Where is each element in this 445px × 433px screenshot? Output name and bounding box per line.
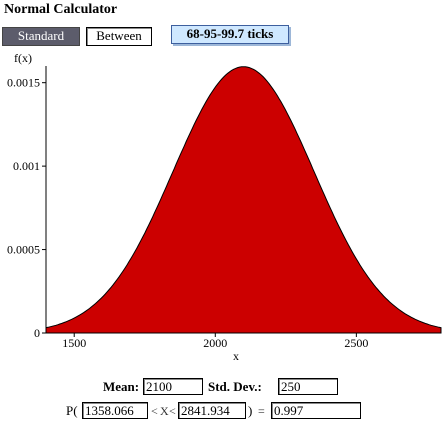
x-axis-ticks: 1500 2000 2500 (62, 333, 368, 350)
prob-suffix: ) (248, 403, 253, 418)
mean-input[interactable]: 2100 (143, 378, 203, 395)
equals-sign: = (258, 404, 265, 418)
less-than-sign-2: < (169, 404, 176, 418)
between-mode-button[interactable]: Between (86, 27, 152, 46)
upper-bound-input[interactable]: 2841.934 (178, 402, 246, 419)
app-title: Normal Calculator (4, 2, 118, 17)
x-tick-label: 1500 (62, 336, 86, 350)
y-tick-label: 0.001 (13, 159, 40, 173)
variable-x: X (160, 404, 169, 418)
y-tick-label: 0 (34, 326, 40, 340)
std-dev-input[interactable]: 250 (278, 378, 338, 395)
y-axis-ticks: 0.0015 0.001 0.0005 0 (7, 76, 46, 340)
probability-result-field[interactable]: 0.997 (271, 402, 361, 419)
x-tick-label: 2500 (344, 336, 368, 350)
x-axis-label: x (233, 349, 239, 363)
y-tick-label: 0.0015 (7, 76, 40, 90)
normal-distribution-plot: f(x) 0.0015 0.001 0.0005 0 1500 2000 2500 x (7, 51, 442, 363)
empirical-rule-ticks-button[interactable]: 68-95-99.7 ticks (171, 25, 289, 44)
std-dev-label: Std. Dev.: (208, 379, 262, 394)
prob-prefix: P( (66, 403, 78, 418)
lower-bound-input[interactable]: 1358.066 (82, 402, 148, 419)
standard-mode-button[interactable]: Standard (2, 27, 80, 46)
density-curve-shaded-area (45, 66, 442, 334)
y-tick-label: 0.0005 (7, 243, 40, 257)
less-than-sign-1: < (151, 404, 158, 418)
x-tick-label: 2000 (203, 336, 227, 350)
mean-label: Mean: (103, 379, 140, 394)
y-axis-label: f(x) (14, 51, 32, 65)
